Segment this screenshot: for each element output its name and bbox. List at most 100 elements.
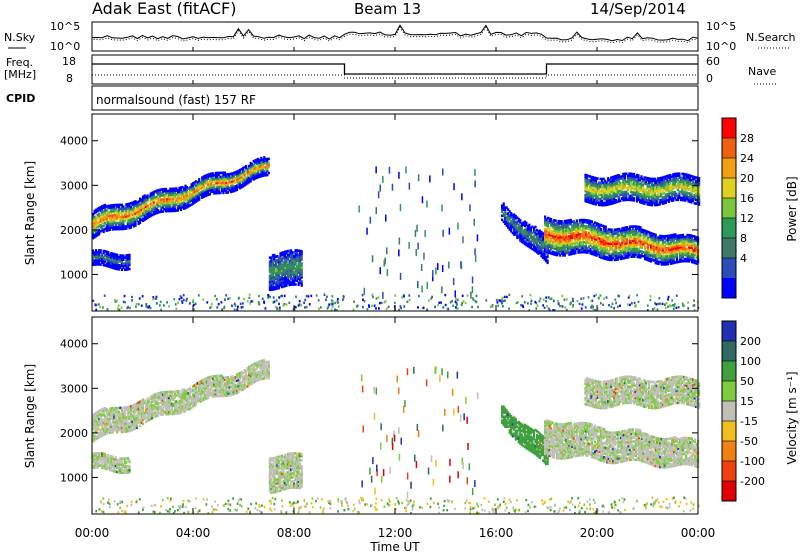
heatmap-cell xyxy=(597,248,600,252)
heatmap-cell xyxy=(522,223,525,227)
heatmap-cell xyxy=(551,250,554,254)
heatmap-cell xyxy=(587,200,590,204)
heatmap-cell xyxy=(255,174,258,178)
heatmap-cell xyxy=(656,254,659,257)
heatmap-cell xyxy=(547,222,550,226)
heatmap-cell xyxy=(590,252,594,256)
heatmap-cell xyxy=(237,175,240,179)
heatmap-cell xyxy=(93,263,96,266)
heatmap-cell xyxy=(577,231,580,234)
heatmap-cell xyxy=(160,308,162,312)
heatmap-cell xyxy=(683,239,686,243)
heatmap-cell xyxy=(596,191,599,194)
heatmap-cell xyxy=(148,211,151,215)
colorbar-frame xyxy=(721,117,737,299)
heatmap-cell xyxy=(604,195,607,199)
heatmap-cell xyxy=(591,198,595,201)
heatmap-cell xyxy=(627,243,630,247)
heatmap-cell xyxy=(261,162,264,165)
heatmap-cell xyxy=(498,299,501,302)
heatmap-cell xyxy=(199,193,202,196)
nsearch-label: N.Search xyxy=(746,31,796,44)
heatmap-cell xyxy=(565,235,568,239)
heatmap-cell xyxy=(646,193,649,196)
heatmap-cell xyxy=(114,207,117,211)
heatmap-cell xyxy=(669,240,672,243)
heatmap-cell xyxy=(604,245,607,249)
heatmap-cell xyxy=(682,182,685,186)
heatmap-cell xyxy=(538,235,542,239)
heatmap-cell xyxy=(107,226,110,230)
heatmap-cell xyxy=(158,202,161,206)
heatmap-cell xyxy=(600,244,603,247)
heatmap-cell xyxy=(554,225,557,228)
heatmap-cell xyxy=(245,166,248,170)
heatmap-cell xyxy=(688,176,692,179)
heatmap-cell xyxy=(373,304,376,307)
heatmap-cell xyxy=(610,246,613,250)
heatmap-cell xyxy=(211,188,214,191)
heatmap-cell xyxy=(586,233,589,236)
heatmap-cell xyxy=(548,249,551,253)
heatmap-cell xyxy=(584,197,587,201)
heatmap-cell xyxy=(170,209,173,213)
heatmap-cell xyxy=(239,170,242,174)
heatmap-cell xyxy=(98,212,101,216)
heatmap-cell xyxy=(607,203,610,206)
heatmap-cell xyxy=(296,251,299,254)
heatmap-cell xyxy=(669,173,672,177)
heatmap-cell xyxy=(588,183,592,186)
heatmap-cell xyxy=(240,171,243,175)
heatmap-cell xyxy=(146,216,149,220)
heatmap-cell xyxy=(650,254,653,257)
heatmap-cell xyxy=(117,227,120,231)
heatmap-cell xyxy=(375,166,377,174)
heatmap-cell xyxy=(119,256,122,259)
heatmap-cell xyxy=(93,422,96,426)
colorbar-tick-label: 24 xyxy=(740,152,754,165)
heatmap-cell xyxy=(288,261,291,265)
heatmap-cell xyxy=(279,268,282,271)
heatmap-cell xyxy=(603,243,606,246)
heatmap-cell xyxy=(170,197,173,201)
heatmap-cell xyxy=(675,178,678,182)
heatmap-cell xyxy=(569,242,572,246)
heatmap-cell xyxy=(658,195,661,198)
heatmap-cell xyxy=(529,242,532,246)
heatmap-cell xyxy=(599,177,602,181)
heatmap-cell xyxy=(584,193,587,197)
heatmap-cell xyxy=(693,304,696,307)
heatmap-cell xyxy=(669,250,672,253)
heatmap-cell xyxy=(149,214,152,218)
heatmap-cell xyxy=(592,305,594,309)
heatmap-cell xyxy=(695,256,698,259)
heatmap-cell xyxy=(630,251,633,254)
heatmap-cell xyxy=(169,209,172,213)
heatmap-cell xyxy=(93,438,96,442)
heatmap-cell xyxy=(276,287,279,290)
heatmap-cell xyxy=(566,239,569,243)
heatmap-cell xyxy=(646,309,649,312)
heatmap-cell xyxy=(251,170,254,174)
heatmap-cell xyxy=(654,203,657,207)
heatmap-cell xyxy=(187,201,190,204)
heatmap-cell xyxy=(694,247,697,251)
heatmap-cell xyxy=(299,251,302,255)
heatmap-cell xyxy=(92,214,95,218)
heatmap-cell xyxy=(286,277,290,281)
heatmap-cell xyxy=(237,173,240,177)
heatmap-cell xyxy=(101,414,104,417)
heatmap-cell xyxy=(618,245,621,249)
heatmap-cell xyxy=(140,304,143,307)
heatmap-cell xyxy=(556,225,559,229)
heatmap-cell xyxy=(398,171,400,179)
heatmap-cell xyxy=(598,189,601,193)
heatmap-cell xyxy=(400,306,402,310)
heatmap-cell xyxy=(634,179,637,182)
heatmap-cell xyxy=(513,231,516,234)
heatmap-cell xyxy=(204,188,207,192)
heatmap-cell xyxy=(195,184,198,187)
heatmap-cell xyxy=(525,229,528,233)
heatmap-cell xyxy=(654,195,657,199)
heatmap-cell xyxy=(644,229,647,233)
